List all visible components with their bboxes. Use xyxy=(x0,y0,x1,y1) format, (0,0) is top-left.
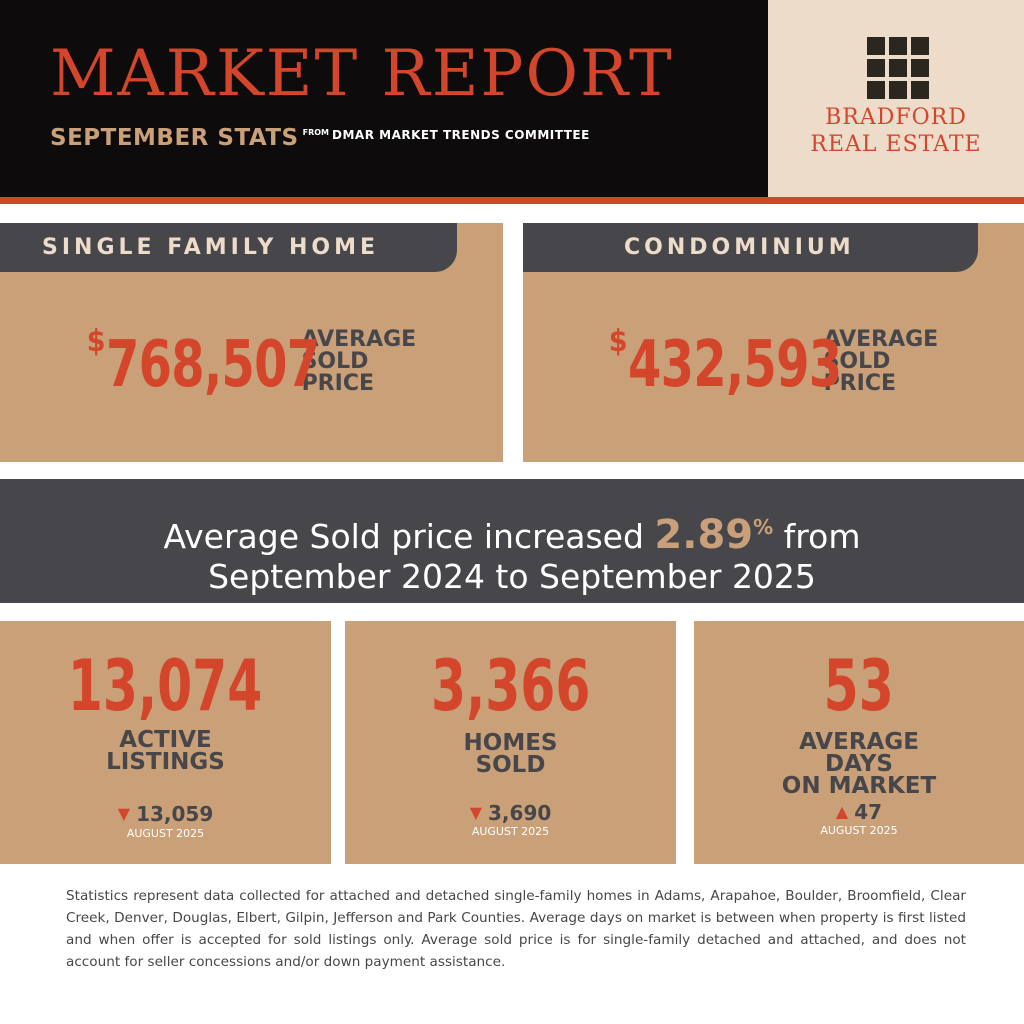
banner-line2: September 2024 to September 2025 xyxy=(208,557,816,596)
stat-value: 13,074 xyxy=(68,645,263,727)
price-label-line1: AVERAGE xyxy=(301,327,417,352)
stat-previous: ▲ 47 xyxy=(835,800,883,824)
stat-previous-date: AUGUST 2025 xyxy=(126,827,205,840)
single-family-price-label: AVERAGE SOLD PRICE xyxy=(302,329,417,395)
condominium-price-label: AVERAGE SOLD PRICE xyxy=(824,329,939,395)
triangle-up-icon: ▲ xyxy=(835,802,849,821)
price-label-line2: SOLD xyxy=(301,349,369,374)
subtitle-source: DMAR MARKET TRENDS COMMITTEE xyxy=(332,128,590,142)
grid-icon xyxy=(867,37,929,99)
condominium-price: 432,593 xyxy=(627,328,842,402)
condominium-card: CONDOMINIUM $ 432,593 AVERAGE SOLD PRICE xyxy=(523,223,1024,462)
price-label-line3: PRICE xyxy=(823,371,896,396)
page-title: MARKET REPORT xyxy=(50,37,674,111)
condominium-price-row: $ 432,593 AVERAGE SOLD PRICE xyxy=(523,323,1024,402)
stat-previous: ▼ 13,059 xyxy=(117,802,214,826)
single-family-card: SINGLE FAMILY HOME $ 768,507 AVERAGE SOL… xyxy=(0,223,503,462)
header-divider xyxy=(0,197,1024,204)
stat-label: HOMES SOLD xyxy=(463,730,558,778)
stat-card-active-listings: 13,074 ACTIVE LISTINGS ▼ 13,059 AUGUST 20… xyxy=(0,621,331,864)
stat-value: 3,366 xyxy=(430,645,591,727)
single-family-price-row: $ 768,507 AVERAGE SOLD PRICE xyxy=(0,323,503,402)
banner-suffix: from xyxy=(783,517,861,556)
price-label-line3: PRICE xyxy=(301,371,374,396)
banner-prefix: Average Sold price increased xyxy=(163,517,644,556)
currency-symbol: $ xyxy=(86,324,106,359)
price-label-line1: AVERAGE xyxy=(823,327,939,352)
banner-percent-sign: % xyxy=(753,515,774,539)
triangle-down-icon: ▼ xyxy=(469,803,483,822)
brand-name-line2: REAL ESTATE xyxy=(810,132,982,157)
stat-label: AVERAGE DAYS ON MARKET xyxy=(781,729,937,799)
banner-percent: 2.89 xyxy=(654,512,754,558)
single-family-price: 768,507 xyxy=(105,328,320,402)
stat-previous-date: AUGUST 2025 xyxy=(471,825,550,838)
triangle-down-icon: ▼ xyxy=(117,804,131,823)
price-label-line2: SOLD xyxy=(823,349,891,374)
stat-card-days-on-market: 53 AVERAGE DAYS ON MARKET ▲ 47 AUGUST 202… xyxy=(694,621,1024,864)
stat-previous-date: AUGUST 2025 xyxy=(820,824,898,837)
subtitle-from: FROM xyxy=(302,128,330,137)
brand-logo-text: BRADFORD REAL ESTATE xyxy=(768,104,1024,158)
banner-line1: Average Sold price increased 2.89% from xyxy=(0,507,1024,557)
subtitle-text: SEPTEMBER STATS xyxy=(50,125,299,151)
currency-symbol: $ xyxy=(608,324,628,359)
disclaimer-text: Statistics represent data collected for … xyxy=(66,888,966,970)
header-banner: MARKET REPORT SEPTEMBER STATS FROM DMAR MA… xyxy=(0,0,768,197)
single-family-heading: SINGLE FAMILY HOME xyxy=(0,223,457,272)
stat-card-homes-sold: 3,366 HOMES SOLD ▼ 3,690 AUGUST 2025 xyxy=(345,621,676,864)
price-change-banner: Average Sold price increased 2.89% from … xyxy=(0,479,1024,603)
page-subtitle: SEPTEMBER STATS FROM DMAR MARKET TRENDS CO… xyxy=(50,125,590,151)
stat-previous: ▼ 3,690 xyxy=(469,801,552,825)
condominium-heading: CONDOMINIUM xyxy=(523,223,978,272)
stat-label: ACTIVE LISTINGS xyxy=(106,727,225,775)
stat-value: 53 xyxy=(823,645,895,727)
brand-name-line1: BRADFORD xyxy=(825,105,967,130)
